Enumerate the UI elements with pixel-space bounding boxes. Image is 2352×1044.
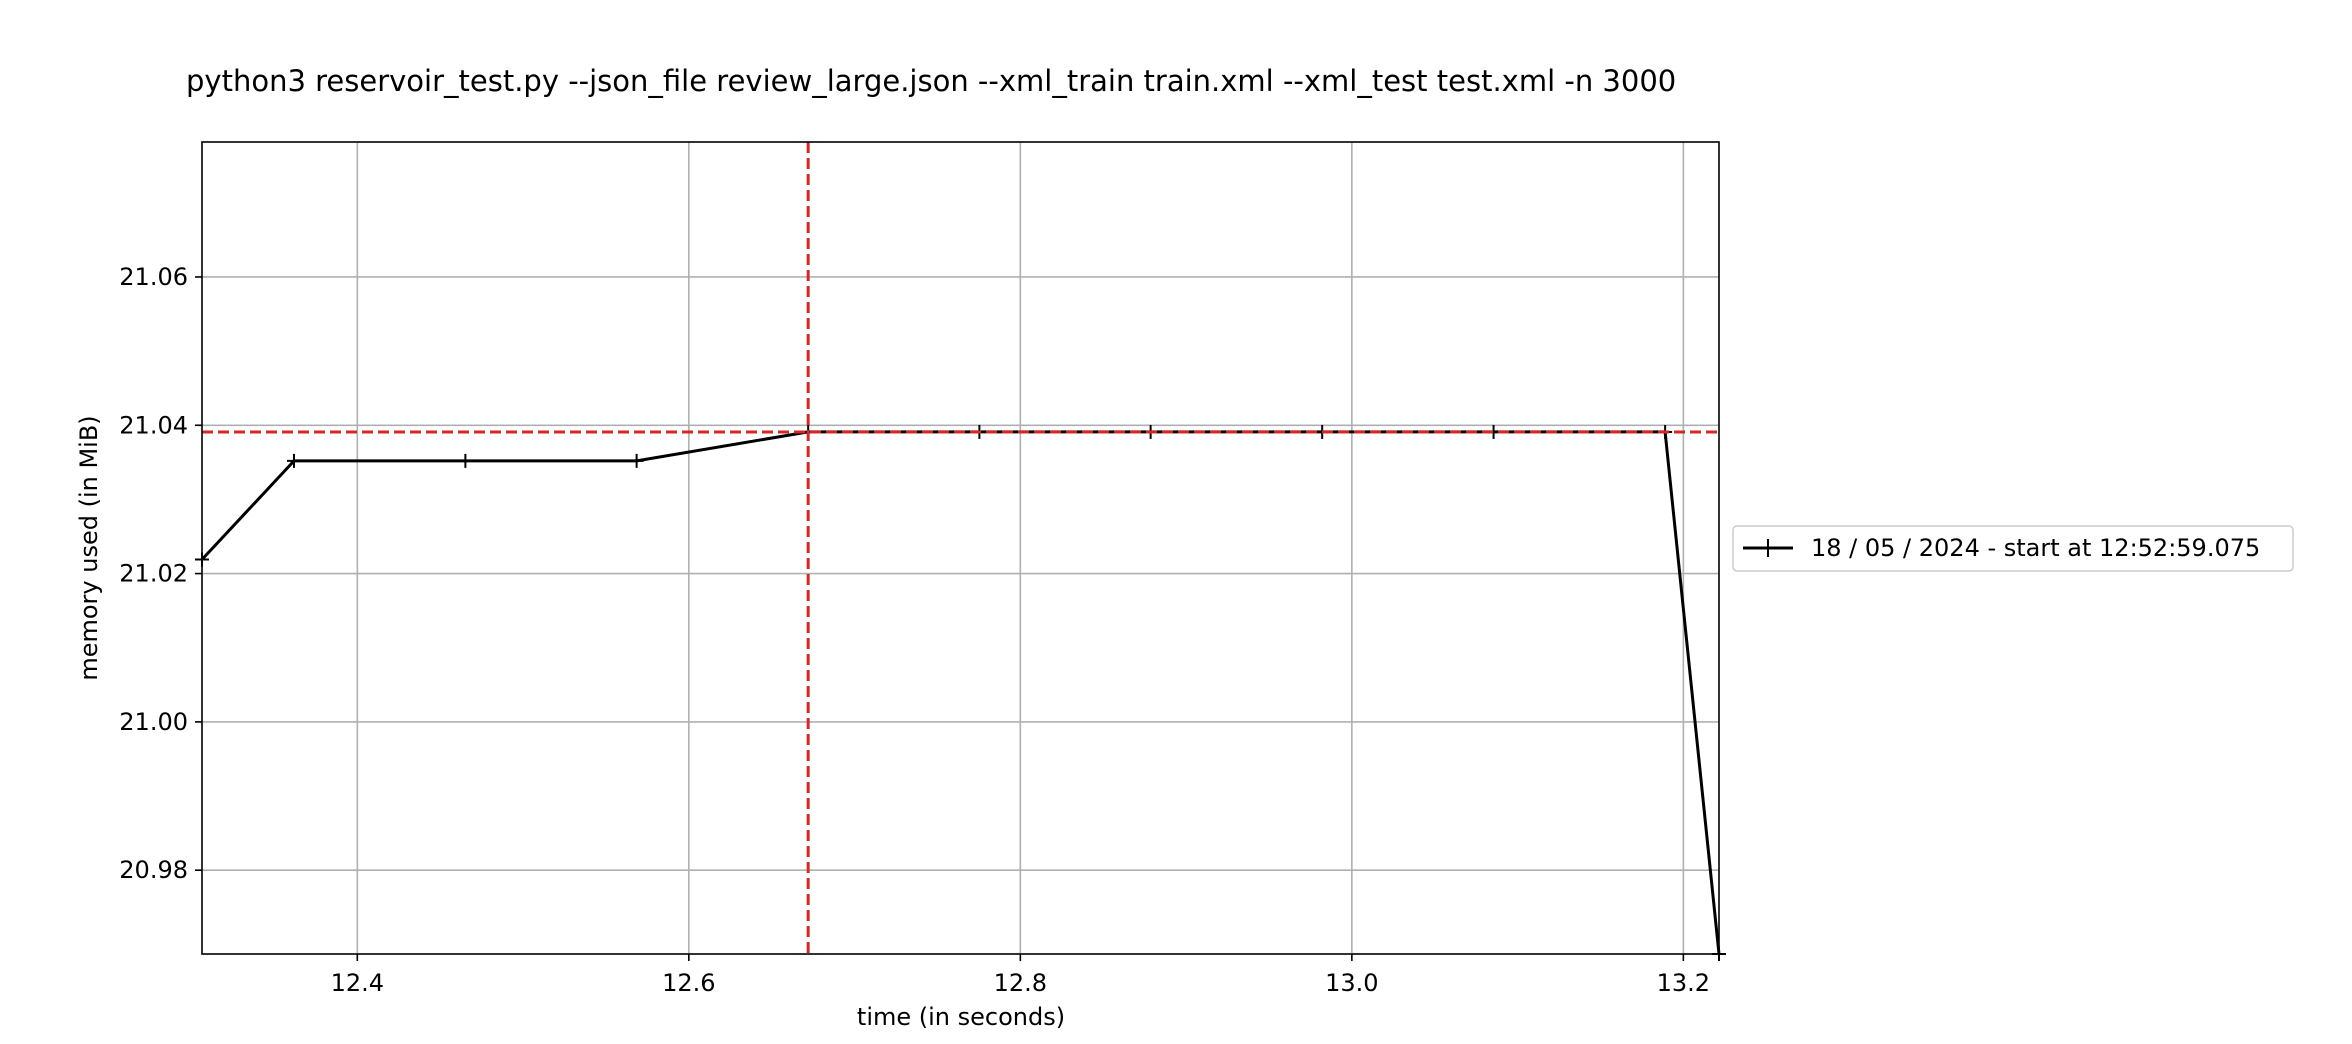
- x-tick-label: 12.6: [662, 969, 715, 997]
- chart-title: python3 reservoir_test.py --json_file re…: [186, 64, 1676, 98]
- x-tick-label: 13.0: [1325, 969, 1378, 997]
- legend: 18 / 05 / 2024 - start at 12:52:59.075: [1732, 525, 2294, 572]
- data-point-marker: [629, 453, 644, 468]
- data-point-marker: [458, 453, 473, 468]
- y-tick-label: 21.00: [119, 708, 188, 736]
- y-tick-label: 21.04: [119, 411, 188, 439]
- x-axis-label: time (in seconds): [857, 1003, 1065, 1031]
- y-axis-label: memory used (in MiB): [75, 415, 103, 680]
- y-axis-ticks: 20.98 21.00 21.02 21.04 21.06: [119, 263, 202, 884]
- y-tick-label: 21.02: [119, 560, 188, 588]
- x-tick-label: 12.4: [331, 969, 384, 997]
- legend-label: 18 / 05 / 2024 - start at 12:52:59.075: [1811, 534, 2260, 562]
- grid-lines: [202, 142, 1719, 954]
- x-axis-ticks: 12.4 12.6 12.8 13.0 13.2: [331, 954, 1710, 997]
- y-tick-label: 21.06: [119, 263, 188, 291]
- data-point-marker: [286, 453, 301, 468]
- axes-frame: [201, 141, 1720, 955]
- x-tick-label: 12.8: [994, 969, 1047, 997]
- y-tick-label: 20.98: [119, 856, 188, 884]
- x-tick-label: 13.2: [1657, 969, 1710, 997]
- legend-box: [1732, 525, 2294, 572]
